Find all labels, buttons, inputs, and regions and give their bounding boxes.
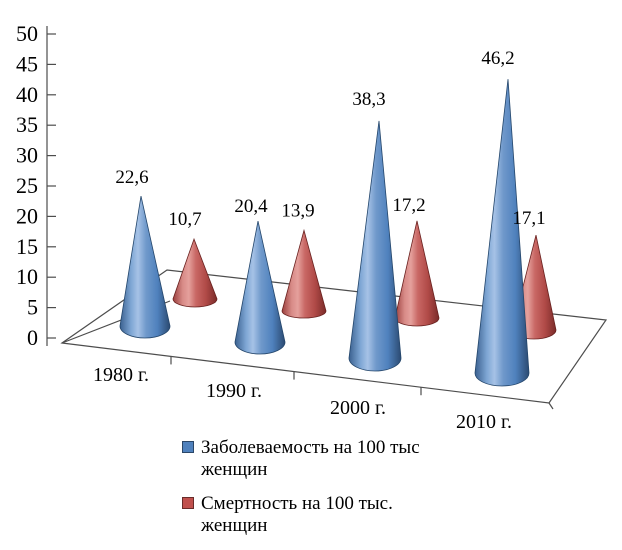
cone-mortality-1 [281, 228, 327, 319]
y-tick-label: 30 [16, 143, 38, 168]
y-tick-label: 50 [16, 21, 38, 46]
data-label-incidence-0: 22,6 [115, 167, 148, 188]
data-label-incidence-1: 20,4 [234, 196, 268, 217]
cone-incidence-2 [348, 120, 402, 372]
y-tick-label: 15 [16, 234, 38, 259]
y-tick-label: 20 [16, 203, 38, 228]
y-tick-label: 5 [27, 295, 38, 320]
cone-mortality-2 [394, 220, 440, 327]
y-tick-label: 45 [16, 51, 38, 76]
legend-label-mortality: Смертность на 100 тыс. женщин [201, 493, 393, 536]
cone-mortality-0 [172, 237, 218, 308]
legend-item-incidence: Заболеваемость на 100 тыс женщин [182, 437, 463, 481]
y-tick-label: 35 [16, 112, 38, 137]
x-category-label-0: 1980 г. [93, 364, 149, 386]
legend-label-incidence: Заболеваемость на 100 тыс женщин [201, 437, 420, 480]
data-label-mortality-1: 13,9 [281, 200, 314, 221]
data-label-mortality-0: 10,7 [168, 209, 201, 230]
cone-incidence-0 [119, 195, 171, 339]
data-label-mortality-3: 17,1 [512, 208, 545, 229]
cone-incidence-1 [234, 220, 286, 355]
y-tick-label: 10 [16, 264, 38, 289]
legend-item-mortality: Смертность на 100 тыс. женщин [182, 493, 463, 537]
x-category-label-3: 2010 г. [456, 411, 512, 433]
legend-swatch-incidence-icon [182, 441, 194, 453]
data-label-incidence-2: 38,3 [352, 89, 385, 110]
chart-legend: Заболеваемость на 100 тыс женщин Смертно… [182, 437, 463, 549]
x-axis-end-tick [548, 402, 554, 410]
cone-incidence-3 [474, 79, 530, 387]
y-tick-label: 0 [27, 325, 38, 350]
legend-swatch-mortality-icon [182, 497, 194, 509]
data-label-incidence-3: 46,2 [481, 48, 514, 69]
y-tick-label: 25 [16, 173, 38, 198]
x-category-label-2: 2000 г. [330, 397, 386, 419]
data-label-mortality-2: 17,2 [392, 195, 425, 216]
x-category-label-1: 1990 г. [206, 380, 262, 402]
y-tick-label: 40 [16, 82, 38, 107]
